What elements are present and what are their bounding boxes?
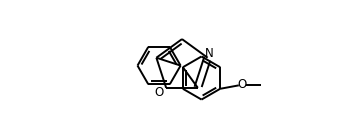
Text: O: O	[238, 78, 247, 91]
Text: O: O	[155, 86, 164, 99]
Text: N: N	[205, 47, 214, 60]
